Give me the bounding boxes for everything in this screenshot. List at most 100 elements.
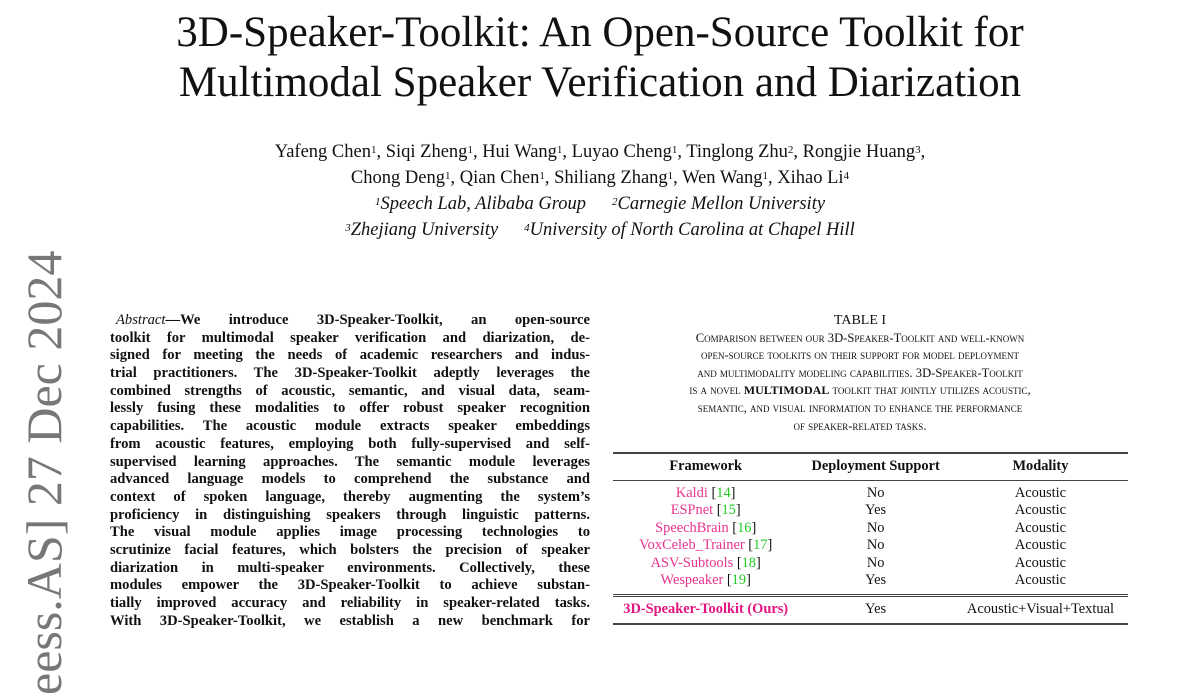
affiliation-number: 2 bbox=[611, 196, 618, 208]
author-name: Yafeng Chen bbox=[274, 142, 371, 162]
modality-cell: Acoustic bbox=[1014, 484, 1067, 501]
abstract-line: capabilities. The acoustic module extrac… bbox=[110, 418, 590, 435]
author-line-1: Yafeng Chen1, Siqi Zheng1, Hui Wang1, Lu… bbox=[274, 142, 926, 162]
author-affiliation-number: 3 bbox=[915, 144, 921, 156]
abstract-line: scrutinize facial features, which bolste… bbox=[110, 541, 590, 558]
citation-link[interactable]: 19 bbox=[731, 572, 747, 588]
abstract-line: trial practitioners. The 3D-Speaker-Tool… bbox=[110, 365, 590, 382]
citation-link[interactable]: 14 bbox=[716, 484, 731, 501]
author-affiliation-number: 1 bbox=[444, 170, 451, 182]
author-affiliation-number: 1 bbox=[556, 144, 563, 156]
deployment-cell: No bbox=[866, 554, 885, 571]
caption-text: toolkit that jointly utilizes acoustic, bbox=[829, 383, 1031, 398]
deployment-cell: Yes bbox=[865, 502, 887, 518]
abstract-line: diarization in multi-speaker environment… bbox=[110, 559, 590, 576]
abstract-line: modules empower the 3D-Speaker-Toolkit t… bbox=[110, 577, 590, 594]
author: Tinglong Zhu2 bbox=[686, 142, 793, 162]
framework-cell: Wespeaker [19] bbox=[660, 572, 751, 588]
author: Shiliang Zhang1 bbox=[554, 168, 673, 188]
framework-link[interactable]: Wespeaker bbox=[660, 572, 724, 588]
affiliation-number: 3 bbox=[345, 222, 351, 234]
abstract-line: combined strengths of acoustic, semantic… bbox=[110, 382, 590, 399]
deployment-cell: Yes bbox=[865, 600, 887, 617]
table-header-row: Framework Deployment Support Modality bbox=[613, 453, 1128, 480]
affiliation: Speech Lab, Alibaba Group bbox=[380, 194, 586, 214]
caption-line: and multimodality modeling capabilities.… bbox=[697, 365, 1023, 380]
modality-cell: Acoustic bbox=[1014, 572, 1067, 588]
caption-line: of speaker-related tasks. bbox=[793, 418, 927, 433]
abstract-label: Abstract bbox=[116, 312, 166, 328]
abstract-line: supervised learning approaches. The sema… bbox=[110, 453, 590, 470]
citation-link[interactable]: 16 bbox=[737, 519, 752, 536]
abstract-text: —We introduce 3D-Speaker-Toolkit, an ope… bbox=[165, 312, 590, 328]
affiliation-line-1: 1Speech Lab, Alibaba Group 2Carnegie Mell… bbox=[0, 191, 1200, 217]
affiliation: Zhejiang University bbox=[350, 220, 499, 240]
author-name: Rongjie Huang bbox=[802, 142, 916, 162]
deployment-cell: No bbox=[866, 484, 885, 501]
affiliation: Carnegie Mellon University bbox=[617, 194, 826, 214]
caption-text: is a novel bbox=[689, 383, 744, 398]
modality-cell: Acoustic bbox=[1014, 537, 1067, 553]
author-affiliation-number: 1 bbox=[667, 170, 674, 182]
author: Rongjie Huang3 bbox=[803, 142, 921, 162]
author-name: Hui Wang bbox=[482, 142, 557, 162]
author-block: Yafeng Chen1, Siqi Zheng1, Hui Wang1, Lu… bbox=[0, 139, 1200, 243]
framework-link[interactable]: ASV-Subtools bbox=[650, 554, 734, 571]
paper-title: 3D-Speaker-Toolkit: An Open-Source Toolk… bbox=[0, 8, 1200, 108]
citation-link[interactable]: 17 bbox=[753, 537, 768, 553]
framework-link[interactable]: SpeechBrain bbox=[655, 519, 729, 536]
author: Chong Deng1 bbox=[351, 168, 451, 188]
abstract-line: Abstract—We introduce 3D-Speaker-Toolkit… bbox=[110, 312, 590, 330]
author-name: Xihao Li bbox=[777, 168, 844, 188]
author-affiliation-number: 4 bbox=[843, 170, 850, 182]
abstract-line: context of spoken language, thereby augm… bbox=[110, 488, 590, 505]
framework-cell: Kaldi [14] bbox=[675, 484, 736, 501]
author-name: Tinglong Zhu bbox=[686, 142, 788, 162]
affiliation: University of North Carolina at Chapel H… bbox=[529, 220, 855, 240]
table-caption: TABLE I Comparison between our 3D-Speake… bbox=[600, 312, 1120, 435]
deployment-cell: No bbox=[866, 537, 885, 553]
citation-link[interactable]: 18 bbox=[741, 554, 756, 571]
caption-bold: MULTIMODAL bbox=[743, 383, 830, 398]
author-affiliation-number: 2 bbox=[787, 144, 794, 156]
deployment-cell: Yes bbox=[865, 572, 887, 588]
author-line-2: Chong Deng1, Qian Chen1, Shiliang Zhang1… bbox=[350, 168, 850, 188]
comparison-table: Framework Deployment Support Modality Ka… bbox=[613, 452, 1128, 625]
author-affiliation-number: 1 bbox=[467, 144, 473, 156]
header-deployment: Deployment Support bbox=[811, 458, 940, 474]
table-number: TABLE I bbox=[833, 313, 887, 328]
author-affiliation-number: 1 bbox=[671, 144, 678, 156]
author-affiliation-number: 1 bbox=[762, 170, 769, 182]
abstract-line: With 3D-Speaker-Toolkit, we establish a … bbox=[110, 612, 590, 629]
table-row: VoxCeleb_Trainer [17] No Acoustic bbox=[613, 537, 1128, 555]
abstract: Abstract—We introduce 3D-Speaker-Toolkit… bbox=[110, 312, 590, 630]
header-modality: Modality bbox=[1012, 458, 1069, 474]
title-line-2: Multimodal Speaker Verification and Diar… bbox=[178, 59, 1022, 106]
author: Yafeng Chen1 bbox=[275, 142, 377, 162]
affiliation-number: 4 bbox=[524, 222, 530, 234]
framework-link[interactable]: ESPnet bbox=[670, 502, 714, 518]
abstract-line: toolkit for multimodal speaker verificat… bbox=[110, 329, 590, 346]
caption-line: is a novel MULTIMODAL toolkit that joint… bbox=[600, 382, 1120, 400]
table-row: ASV-Subtools [18] No Acoustic bbox=[613, 555, 1128, 573]
table-row: Kaldi [14] No Acoustic bbox=[613, 480, 1128, 502]
author-name: Wen Wang bbox=[682, 168, 763, 188]
citation-link[interactable]: 15 bbox=[721, 502, 736, 518]
framework-cell: VoxCeleb_Trainer [17] bbox=[639, 537, 773, 553]
modality-cell: Acoustic bbox=[1014, 554, 1067, 571]
caption-line: open-source toolkits on their support fo… bbox=[700, 348, 1020, 363]
abstract-line: advanced language models to comprehend t… bbox=[110, 471, 590, 488]
abstract-line: proficiency in distinguishing speakers t… bbox=[110, 506, 590, 523]
abstract-line: from acoustic features, employing both f… bbox=[110, 435, 590, 452]
framework-link[interactable]: Kaldi bbox=[675, 484, 708, 501]
abstract-line: The visual module applies image processi… bbox=[110, 524, 590, 541]
author-name: Qian Chen bbox=[459, 168, 540, 188]
title-line-1: 3D-Speaker-Toolkit: An Open-Source Toolk… bbox=[176, 9, 1024, 56]
abstract-line: signed for meeting the needs of academic… bbox=[110, 347, 590, 364]
author-name: Siqi Zheng bbox=[385, 142, 468, 162]
table-row: SpeechBrain [16] No Acoustic bbox=[613, 520, 1128, 538]
abstract-line: lessly fusing these modalities to offer … bbox=[110, 400, 590, 417]
header-framework: Framework bbox=[669, 458, 743, 474]
deployment-cell: No bbox=[866, 519, 885, 536]
framework-link[interactable]: VoxCeleb_Trainer bbox=[639, 537, 745, 553]
